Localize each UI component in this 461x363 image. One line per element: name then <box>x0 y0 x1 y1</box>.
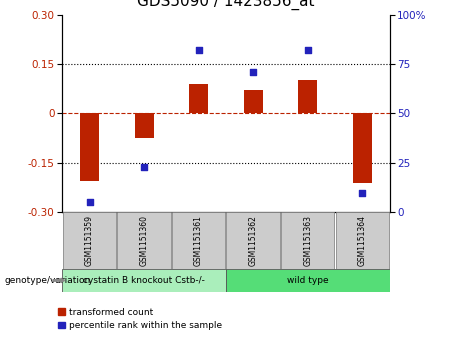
Bar <box>281 212 334 269</box>
Point <box>86 200 93 205</box>
Bar <box>243 90 263 114</box>
Bar <box>135 114 154 138</box>
Point <box>140 164 148 170</box>
Text: cystatin B knockout Cstb-/-: cystatin B knockout Cstb-/- <box>83 276 205 285</box>
Text: GSM1151359: GSM1151359 <box>85 215 94 266</box>
Text: wild type: wild type <box>287 276 329 285</box>
Bar <box>189 84 208 114</box>
Text: GSM1151362: GSM1151362 <box>248 215 258 266</box>
Point <box>359 189 366 195</box>
Text: GSM1151360: GSM1151360 <box>140 215 148 266</box>
Text: GSM1151364: GSM1151364 <box>358 215 367 266</box>
Bar <box>353 114 372 183</box>
Bar <box>63 212 116 269</box>
Title: GDS5090 / 1423856_at: GDS5090 / 1423856_at <box>137 0 315 11</box>
Point <box>304 47 311 53</box>
Bar <box>172 212 225 269</box>
Bar <box>118 212 171 269</box>
Bar <box>226 269 390 292</box>
Bar <box>226 212 280 269</box>
Text: genotype/variation: genotype/variation <box>5 276 91 285</box>
Bar <box>336 212 389 269</box>
Text: GSM1151363: GSM1151363 <box>303 215 312 266</box>
Bar <box>298 81 317 114</box>
Legend: transformed count, percentile rank within the sample: transformed count, percentile rank withi… <box>58 307 222 330</box>
Bar <box>80 114 99 181</box>
Point <box>195 47 202 53</box>
Text: GSM1151361: GSM1151361 <box>194 215 203 266</box>
Bar <box>62 269 226 292</box>
Point <box>249 69 257 75</box>
